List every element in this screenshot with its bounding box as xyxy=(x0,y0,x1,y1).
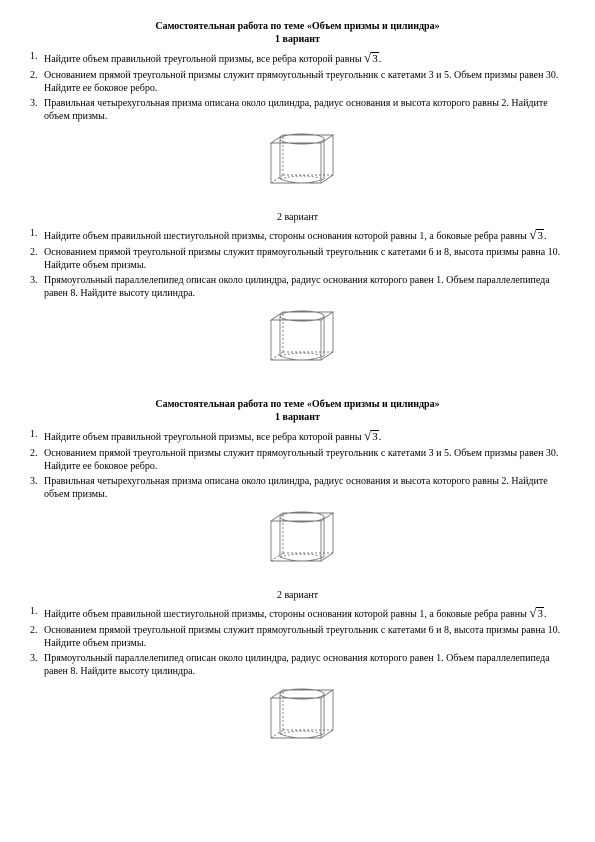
problem-item: 3. Прямоугольный параллелепипед описан о… xyxy=(30,652,565,678)
problem-number: 2. xyxy=(30,447,44,473)
prism-figure xyxy=(30,308,565,374)
problem-text: Правильная четырехугольная призма описан… xyxy=(44,475,565,501)
problem-item: 2. Основанием прямой треугольной призмы … xyxy=(30,447,565,473)
problem-item: 2. Основанием прямой треугольной призмы … xyxy=(30,624,565,650)
problem-number: 3. xyxy=(30,274,44,300)
worksheet-title: Самостоятельная работа по теме «Объем пр… xyxy=(30,20,565,33)
variant2-problems: 1. Найдите объем правильной шестиугольно… xyxy=(30,605,565,678)
problem-text: Основанием прямой треугольной призмы слу… xyxy=(44,246,565,272)
sqrt-expr: √3 xyxy=(364,50,379,67)
problem-text: Найдите объем правильной треугольной при… xyxy=(44,428,565,445)
problem-number: 1. xyxy=(30,227,44,244)
prism-figure xyxy=(30,131,565,197)
worksheet-title: Самостоятельная работа по теме «Объем пр… xyxy=(30,398,565,411)
problem-number: 3. xyxy=(30,652,44,678)
problem-item: 1. Найдите объем правильной шестиугольно… xyxy=(30,605,565,622)
prism-cylinder-icon xyxy=(253,131,343,193)
variant2-label: 2 вариант xyxy=(30,211,565,224)
problem-number: 2. xyxy=(30,69,44,95)
prism-cylinder-icon xyxy=(253,509,343,571)
sqrt-expr: √3 xyxy=(529,227,544,244)
problem-text: Найдите объем правильной треугольной при… xyxy=(44,50,565,67)
variant1-label: 1 вариант xyxy=(30,33,565,46)
problem-item: 1. Найдите объем правильной шестиугольно… xyxy=(30,227,565,244)
variant1-problems: 1. Найдите объем правильной треугольной … xyxy=(30,50,565,123)
variant2-label: 2 вариант xyxy=(30,589,565,602)
prism-cylinder-icon xyxy=(253,308,343,370)
problem-text: Найдите объем правильной шестиугольной п… xyxy=(44,227,565,244)
problem-text: Основанием прямой треугольной призмы слу… xyxy=(44,447,565,473)
sqrt-expr: √3 xyxy=(529,605,544,622)
problem-number: 3. xyxy=(30,475,44,501)
problem-item: 3. Правильная четырехугольная призма опи… xyxy=(30,475,565,501)
problem-text: Основанием прямой треугольной призмы слу… xyxy=(44,69,565,95)
problem-number: 1. xyxy=(30,605,44,622)
problem-item: 3. Правильная четырехугольная призма опи… xyxy=(30,97,565,123)
problem-number: 1. xyxy=(30,428,44,445)
worksheet-copy-1: Самостоятельная работа по теме «Объем пр… xyxy=(30,20,565,374)
problem-item: 2. Основанием прямой треугольной призмы … xyxy=(30,246,565,272)
problem-item: 2. Основанием прямой треугольной призмы … xyxy=(30,69,565,95)
problem-text: Прямоугольный параллелепипед описан окол… xyxy=(44,274,565,300)
problem-number: 3. xyxy=(30,97,44,123)
prism-cylinder-icon xyxy=(253,686,343,748)
problem-item: 1. Найдите объем правильной треугольной … xyxy=(30,50,565,67)
problem-item: 1. Найдите объем правильной треугольной … xyxy=(30,428,565,445)
variant2-problems: 1. Найдите объем правильной шестиугольно… xyxy=(30,227,565,300)
problem-text: Правильная четырехугольная призма описан… xyxy=(44,97,565,123)
worksheet-copy-2: Самостоятельная работа по теме «Объем пр… xyxy=(30,398,565,752)
problem-text: Найдите объем правильной шестиугольной п… xyxy=(44,605,565,622)
problem-number: 1. xyxy=(30,50,44,67)
variant1-label: 1 вариант xyxy=(30,411,565,424)
problem-number: 2. xyxy=(30,624,44,650)
prism-figure xyxy=(30,686,565,752)
problem-item: 3. Прямоугольный параллелепипед описан о… xyxy=(30,274,565,300)
problem-text: Основанием прямой треугольной призмы слу… xyxy=(44,624,565,650)
problem-number: 2. xyxy=(30,246,44,272)
sqrt-expr: √3 xyxy=(364,428,379,445)
problem-text: Прямоугольный параллелепипед описан окол… xyxy=(44,652,565,678)
variant1-problems: 1. Найдите объем правильной треугольной … xyxy=(30,428,565,501)
prism-figure xyxy=(30,509,565,575)
